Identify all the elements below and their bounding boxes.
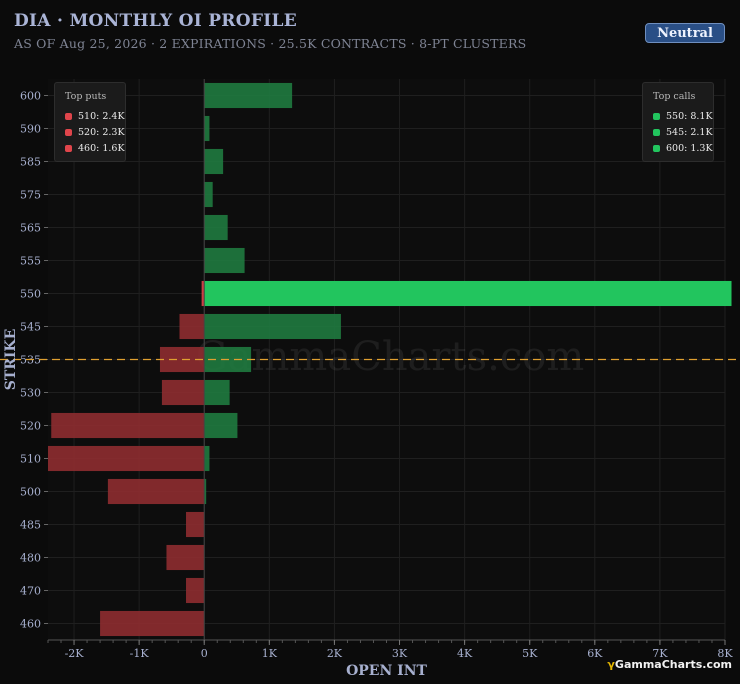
call-bar xyxy=(204,313,341,340)
y-tick-label: 530 xyxy=(20,387,41,400)
y-tick-label: 600 xyxy=(20,90,41,103)
put-bar xyxy=(179,313,205,340)
y-tick-label: 510 xyxy=(20,453,41,466)
y-tick-label: 555 xyxy=(20,255,41,268)
y-tick-label: 485 xyxy=(20,519,41,532)
call-bar xyxy=(204,247,245,274)
put-bar xyxy=(186,577,205,604)
legend-call-item: 600: 1.3K xyxy=(653,140,713,156)
y-axis-label: STRIKE xyxy=(3,329,19,391)
legend-puts-title: Top puts xyxy=(65,91,107,102)
legend-put-item: 520: 2.3K xyxy=(65,124,125,140)
legend-top-puts: Top puts 510: 2.4K 520: 2.3K 460: 1.6K xyxy=(54,82,126,162)
legend-calls-title: Top calls xyxy=(653,91,696,102)
put-bar xyxy=(107,478,205,505)
y-tick-label: 520 xyxy=(20,420,41,433)
brand-logo: γGammaCharts.com xyxy=(607,658,732,671)
chart-title: DIA · MONTHLY OI PROFILE xyxy=(14,11,297,31)
put-bar xyxy=(166,544,205,571)
call-bar xyxy=(204,115,210,142)
put-bar xyxy=(100,610,205,637)
put-bar xyxy=(48,445,205,472)
x-tick-label: 4K xyxy=(457,647,473,660)
x-axis-label: OPEN INT xyxy=(346,663,427,679)
x-tick-label: -1K xyxy=(130,647,150,660)
call-bar xyxy=(204,148,224,175)
x-tick-label: 6K xyxy=(587,647,603,660)
call-bar xyxy=(204,478,207,505)
legend-put-item: 510: 2.4K xyxy=(65,108,125,124)
x-tick-label: 8K xyxy=(717,647,733,660)
call-bar xyxy=(204,445,210,472)
y-tick-label: 500 xyxy=(20,486,41,499)
legend-put-item: 460: 1.6K xyxy=(65,140,125,156)
x-tick-label: 2K xyxy=(327,647,343,660)
put-bar xyxy=(186,511,205,538)
y-tick-label: 575 xyxy=(20,189,41,202)
x-tick-label: 7K xyxy=(652,647,668,660)
put-bar xyxy=(161,379,205,406)
x-tick-label: 3K xyxy=(392,647,408,660)
y-tick-label: 585 xyxy=(20,156,41,169)
y-tick-label: 545 xyxy=(20,321,41,334)
chart-subtitle: AS OF Aug 25, 2026 · 2 EXPIRATIONS · 25.… xyxy=(14,36,527,51)
x-tick-label: 0 xyxy=(201,647,208,660)
x-tick-label: 1K xyxy=(262,647,278,660)
legend-top-calls: Top calls 550: 8.1K 545: 2.1K 600: 1.3K xyxy=(642,82,714,162)
call-bar xyxy=(204,214,228,241)
watermark-text: GammaCharts.com xyxy=(196,334,585,380)
call-bar xyxy=(204,82,293,109)
y-tick-label: 480 xyxy=(20,552,41,565)
x-tick-label: -2K xyxy=(65,647,85,660)
y-tick-label: 590 xyxy=(20,123,41,136)
sentiment-badge[interactable]: Neutral xyxy=(645,23,725,43)
call-bar xyxy=(204,379,230,406)
put-bar xyxy=(201,280,205,307)
call-bar xyxy=(204,412,238,439)
put-bar xyxy=(51,412,205,439)
y-tick-label: 565 xyxy=(20,222,41,235)
call-bar xyxy=(204,181,213,208)
call-bar xyxy=(204,280,732,307)
legend-call-item: 545: 2.1K xyxy=(653,124,713,140)
x-tick-label: 5K xyxy=(522,647,538,660)
legend-call-item: 550: 8.1K xyxy=(653,108,713,124)
y-tick-label: 470 xyxy=(20,585,41,598)
y-tick-label: 460 xyxy=(20,618,41,631)
y-tick-label: 550 xyxy=(20,288,41,301)
